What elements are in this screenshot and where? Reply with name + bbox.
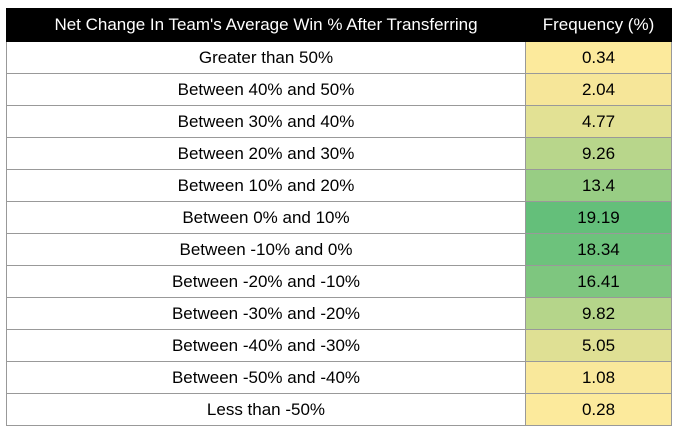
table-row: Less than -50% 0.28 bbox=[6, 393, 672, 426]
frequency-table-container: Net Change In Team's Average Win % After… bbox=[6, 8, 672, 426]
header-frequency: Frequency (%) bbox=[525, 8, 672, 42]
table-row: Between 0% and 10% 19.19 bbox=[6, 201, 672, 234]
row-label-cell: Between 0% and 10% bbox=[6, 201, 526, 234]
table-row: Greater than 50% 0.34 bbox=[6, 41, 672, 74]
row-label-cell: Between -40% and -30% bbox=[6, 329, 526, 362]
frequency-value-cell: 1.08 bbox=[525, 361, 672, 394]
frequency-value-cell: 4.77 bbox=[525, 105, 672, 138]
table-row: Between 20% and 30% 9.26 bbox=[6, 137, 672, 170]
row-label-cell: Between -50% and -40% bbox=[6, 361, 526, 394]
table-row: Between -30% and -20% 9.82 bbox=[6, 297, 672, 330]
frequency-value-cell: 16.41 bbox=[525, 265, 672, 298]
row-label-cell: Greater than 50% bbox=[6, 41, 526, 74]
table-row: Between -20% and -10% 16.41 bbox=[6, 265, 672, 298]
row-label-cell: Between 40% and 50% bbox=[6, 73, 526, 106]
frequency-value-cell: 2.04 bbox=[525, 73, 672, 106]
row-label-cell: Between -30% and -20% bbox=[6, 297, 526, 330]
row-label-cell: Between 10% and 20% bbox=[6, 169, 526, 202]
frequency-value-cell: 18.34 bbox=[525, 233, 672, 266]
table-row: Between 30% and 40% 4.77 bbox=[6, 105, 672, 138]
table-row: Between -10% and 0% 18.34 bbox=[6, 233, 672, 266]
frequency-table: Net Change In Team's Average Win % After… bbox=[6, 8, 672, 426]
row-label-cell: Between -20% and -10% bbox=[6, 265, 526, 298]
header-net-change: Net Change In Team's Average Win % After… bbox=[6, 8, 526, 42]
table-row: Between 10% and 20% 13.4 bbox=[6, 169, 672, 202]
table-header-row: Net Change In Team's Average Win % After… bbox=[6, 8, 672, 42]
frequency-value-cell: 9.82 bbox=[525, 297, 672, 330]
table-body: Greater than 50% 0.34 Between 40% and 50% 2… bbox=[6, 41, 672, 426]
frequency-value-cell: 0.28 bbox=[525, 393, 672, 426]
table-row: Between -50% and -40% 1.08 bbox=[6, 361, 672, 394]
frequency-value-cell: 13.4 bbox=[525, 169, 672, 202]
table-row: Between 40% and 50% 2.04 bbox=[6, 73, 672, 106]
row-label-cell: Between 20% and 30% bbox=[6, 137, 526, 170]
row-label-cell: Between 30% and 40% bbox=[6, 105, 526, 138]
frequency-value-cell: 19.19 bbox=[525, 201, 672, 234]
row-label-cell: Between -10% and 0% bbox=[6, 233, 526, 266]
table-row: Between -40% and -30% 5.05 bbox=[6, 329, 672, 362]
row-label-cell: Less than -50% bbox=[6, 393, 526, 426]
frequency-value-cell: 0.34 bbox=[525, 41, 672, 74]
frequency-value-cell: 5.05 bbox=[525, 329, 672, 362]
frequency-value-cell: 9.26 bbox=[525, 137, 672, 170]
